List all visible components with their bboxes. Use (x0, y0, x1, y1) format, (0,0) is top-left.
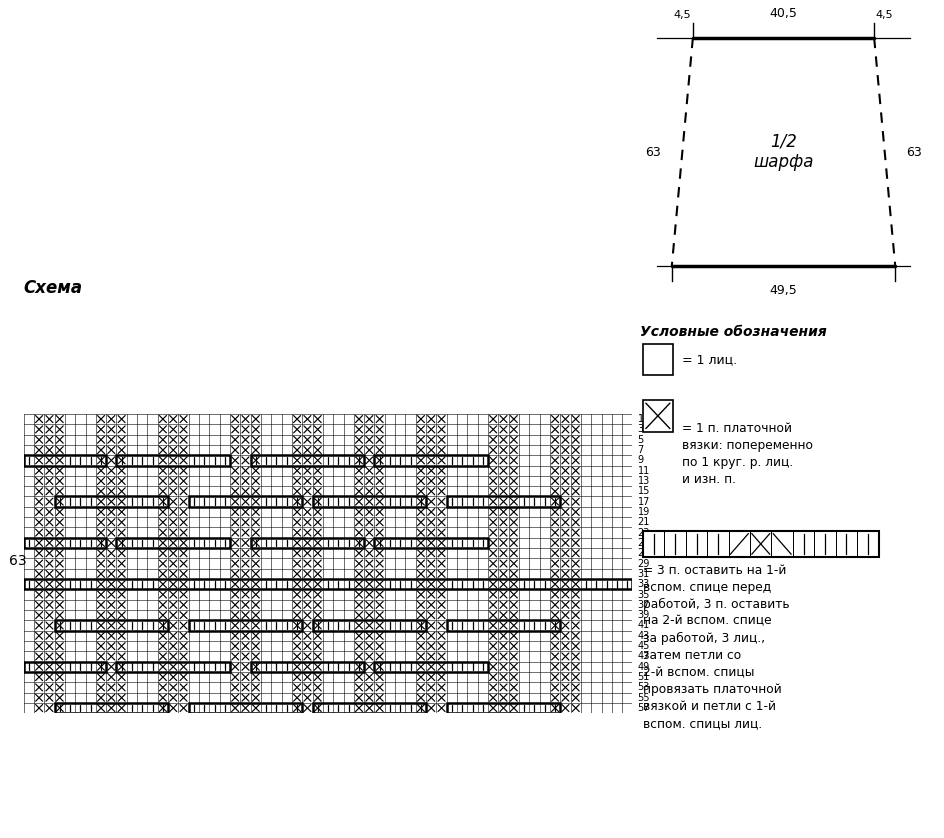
Bar (24, 579, 632, 589)
Bar (55, 703, 168, 713)
Text: 1/2
шарфа: 1/2 шарфа (753, 132, 814, 172)
Text: = 1 п. платочной
вязки: попеременно
по 1 круг. р. лиц.
и изн. п.: = 1 п. платочной вязки: попеременно по 1… (682, 422, 813, 486)
Text: 43: 43 (637, 631, 649, 641)
Text: 39: 39 (637, 610, 649, 620)
Bar (375, 538, 488, 548)
Bar (729, 530, 750, 557)
Text: 4,5: 4,5 (876, 10, 893, 20)
Bar (665, 530, 686, 557)
Text: 57: 57 (637, 703, 650, 713)
Bar (55, 496, 168, 507)
Text: 29: 29 (637, 559, 650, 568)
Text: 27: 27 (637, 548, 650, 558)
Text: 37: 37 (637, 600, 650, 610)
Text: 45: 45 (637, 641, 650, 651)
Bar (447, 620, 560, 631)
Bar (857, 530, 879, 557)
Text: 55: 55 (637, 693, 650, 703)
Bar (643, 344, 673, 375)
Text: 35: 35 (637, 589, 650, 599)
Text: 17: 17 (637, 497, 650, 507)
Text: 63: 63 (906, 146, 921, 158)
Bar (643, 401, 673, 432)
Text: 25: 25 (637, 538, 650, 548)
Bar (312, 496, 426, 507)
Text: 3: 3 (637, 424, 644, 434)
Bar (771, 530, 793, 557)
Bar (643, 530, 879, 557)
Bar (116, 455, 230, 466)
Text: 31: 31 (637, 569, 649, 579)
Bar (447, 703, 560, 713)
Text: 13: 13 (637, 476, 649, 486)
Bar (312, 703, 426, 713)
Bar (55, 620, 168, 631)
Text: 9: 9 (637, 455, 644, 465)
Bar (251, 455, 364, 466)
Bar (189, 703, 302, 713)
Text: Условные обозначения: Условные обозначения (640, 324, 827, 339)
Text: = 3 п. оставить на 1-й
вспом. спице перед
работой, 3 п. оставить
на 2-й вспом. с: = 3 п. оставить на 1-й вспом. спице пере… (643, 563, 789, 730)
Text: 41: 41 (637, 620, 649, 630)
Text: = 1 лиц.: = 1 лиц. (682, 353, 736, 366)
Bar (835, 530, 857, 557)
Bar (189, 496, 302, 507)
Text: 49: 49 (637, 662, 649, 672)
Bar (116, 538, 230, 548)
Text: 49,5: 49,5 (769, 284, 798, 297)
Bar (312, 620, 426, 631)
Text: 33: 33 (637, 579, 649, 589)
Text: 11: 11 (637, 466, 649, 476)
Text: 5: 5 (637, 435, 644, 445)
Text: 53: 53 (637, 682, 650, 692)
Bar (189, 620, 302, 631)
Text: 15: 15 (637, 486, 650, 496)
Text: 51: 51 (637, 672, 650, 682)
Text: 23: 23 (637, 528, 650, 538)
Bar (815, 530, 835, 557)
Text: 47: 47 (637, 651, 650, 661)
Text: 63: 63 (646, 146, 661, 158)
Bar (24, 661, 106, 672)
Text: Схема: Схема (24, 280, 83, 297)
Text: 21: 21 (637, 517, 650, 527)
Text: 19: 19 (637, 507, 649, 517)
Bar (686, 530, 707, 557)
Text: 40,5: 40,5 (769, 7, 798, 20)
Bar (707, 530, 729, 557)
Text: 63: 63 (9, 555, 27, 568)
Text: 1: 1 (637, 414, 644, 424)
Bar (24, 538, 106, 548)
Bar (447, 496, 560, 507)
Bar (24, 455, 106, 466)
Text: 7: 7 (637, 445, 644, 455)
Text: 4,5: 4,5 (674, 10, 691, 20)
Bar (251, 661, 364, 672)
Bar (375, 661, 488, 672)
Bar (793, 530, 815, 557)
Bar (251, 538, 364, 548)
Bar (375, 455, 488, 466)
Bar (750, 530, 771, 557)
Bar (116, 661, 230, 672)
Bar (643, 530, 665, 557)
